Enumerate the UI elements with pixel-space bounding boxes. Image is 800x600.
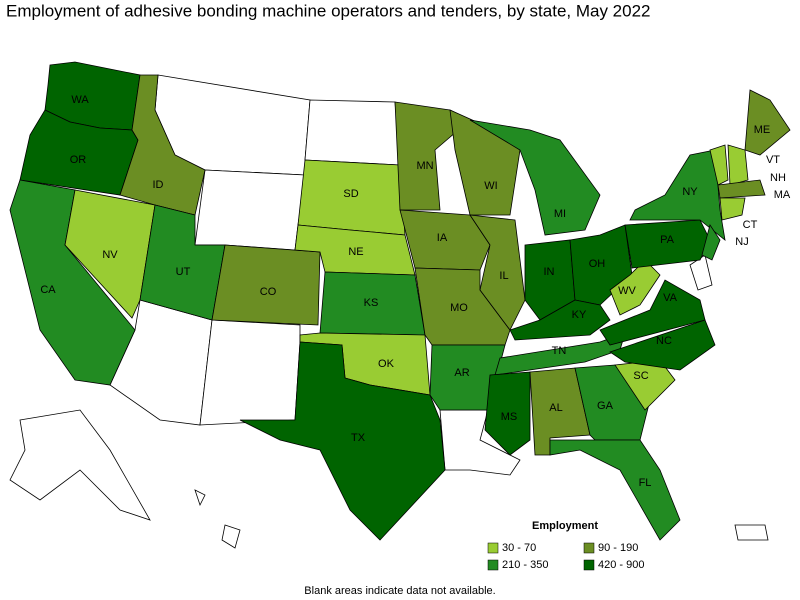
state (469, 119, 601, 236)
state (509, 299, 611, 341)
state-label: OH (589, 258, 606, 270)
state-label: NC (656, 335, 672, 347)
state-label: GA (597, 400, 614, 412)
state (744, 89, 791, 156)
state (484, 371, 531, 456)
legend-title: Employment (532, 520, 598, 532)
state (709, 144, 729, 186)
state (399, 209, 491, 271)
state-label: WI (484, 180, 497, 192)
state-label: ME (754, 124, 771, 136)
state-blank (221, 524, 241, 549)
legend-label: 210 - 350 (502, 559, 548, 571)
state-label: CA (40, 284, 56, 296)
legend-label: 90 - 190 (598, 542, 638, 554)
state (629, 149, 726, 241)
state-label: MS (501, 411, 518, 423)
state-label: ID (153, 179, 164, 191)
state-label: IA (437, 232, 448, 244)
state-label: VA (663, 292, 678, 304)
state-label: UT (176, 266, 191, 278)
state-label: SD (343, 188, 358, 200)
state-label: NY (682, 186, 698, 198)
state-label: CT (743, 219, 758, 231)
state-label: OR (70, 154, 87, 166)
state-blank (9, 409, 151, 521)
state-label: TX (351, 432, 366, 444)
state-label: MN (416, 160, 433, 172)
state-label: MA (774, 189, 791, 201)
state-label: CO (260, 286, 277, 298)
state (727, 144, 749, 186)
legend-swatch (487, 559, 499, 571)
state-label: TN (552, 345, 567, 357)
state-label: KS (364, 297, 379, 309)
legend-swatch (583, 559, 595, 571)
state-label: VT (766, 154, 780, 166)
state (717, 179, 766, 199)
state-blank (194, 169, 306, 251)
state-label: WA (71, 94, 89, 106)
state-label: IN (544, 266, 555, 278)
state-label: NH (770, 172, 786, 184)
states: WA OR CA NV ID UT CO SD NE KS OK TX MN IA MO AR WI IL MI IN… (9, 61, 791, 541)
state (609, 319, 716, 371)
footnote: Blank areas indicate data not available. (304, 585, 495, 597)
state (599, 279, 706, 346)
state-label: OK (378, 358, 395, 370)
state (414, 267, 511, 346)
state-blank (199, 319, 301, 426)
state-label: FL (639, 477, 652, 489)
state (719, 197, 746, 221)
legend: Employment 30 - 70 90 - 190 210 - 350 420 -… (487, 520, 644, 571)
state-label: AL (549, 402, 562, 414)
legend-label: 30 - 70 (502, 542, 536, 554)
state (701, 224, 721, 261)
legend-label: 420 - 900 (598, 559, 644, 571)
legend-swatch (487, 542, 499, 554)
state (609, 259, 661, 316)
state-label: MI (554, 208, 566, 220)
state (239, 341, 446, 541)
state (549, 439, 681, 541)
state-blank (194, 489, 206, 507)
map-title: Employment of adhesive bonding machine o… (6, 1, 651, 20)
state (211, 244, 321, 326)
state (429, 344, 506, 411)
state-label: WV (618, 285, 636, 297)
legend-swatch (583, 542, 595, 554)
state-label: NJ (735, 236, 748, 248)
state-blank (734, 524, 769, 541)
state-label: PA (660, 234, 675, 246)
state-blank (304, 99, 401, 166)
state (64, 189, 156, 319)
blank-states (9, 74, 769, 549)
state-label: SC (633, 370, 648, 382)
state-label: NV (102, 249, 118, 261)
state-label: AR (454, 367, 469, 379)
state-label: KY (572, 309, 587, 321)
state-label: NE (348, 246, 363, 258)
state-label: IL (499, 270, 508, 282)
state-label: MO (450, 302, 468, 314)
